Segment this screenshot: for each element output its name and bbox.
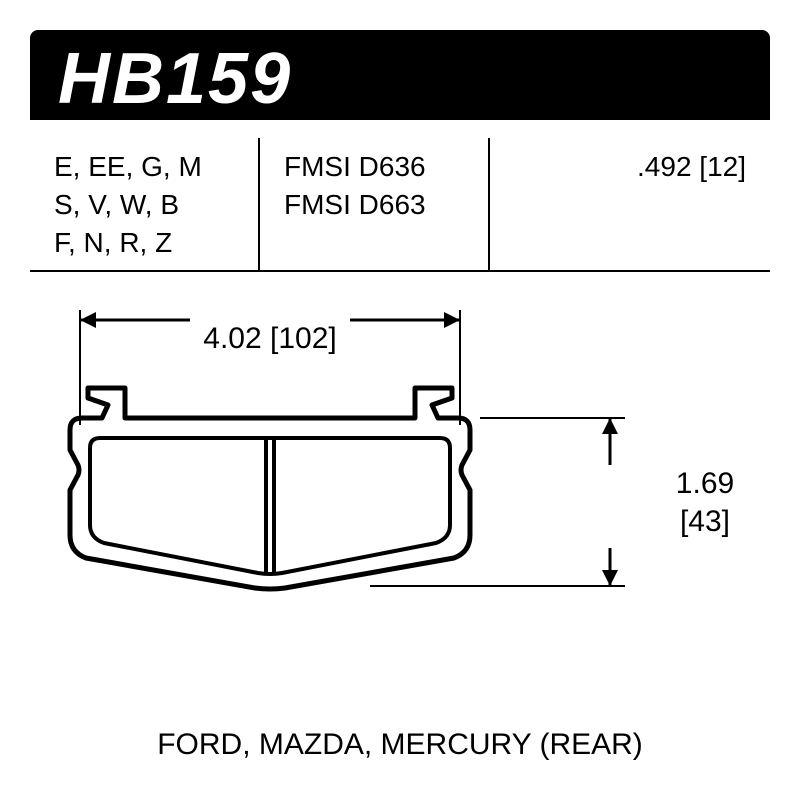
- diagram-area: 4.02 [102] 1: [30, 290, 770, 770]
- thickness-column: .492 [12]: [490, 138, 770, 271]
- height-in: 1.69: [650, 465, 760, 503]
- divider: [30, 270, 770, 272]
- part-number: HB159: [58, 38, 292, 120]
- codes-column: E, EE, G, M S, V, W, B F, N, R, Z: [30, 138, 260, 271]
- codes-line: F, N, R, Z: [54, 224, 234, 262]
- spec-row: E, EE, G, M S, V, W, B F, N, R, Z FMSI D…: [30, 138, 770, 271]
- fmsi-column: FMSI D636 FMSI D663: [260, 138, 490, 271]
- fmsi-line: FMSI D636: [284, 148, 464, 186]
- brake-pad-shape: [70, 388, 470, 589]
- codes-line: S, V, W, B: [54, 186, 234, 224]
- height-arrow: [370, 418, 625, 586]
- width-dimension-label: 4.02 [102]: [30, 322, 510, 356]
- fmsi-line: FMSI D663: [284, 186, 464, 224]
- thickness-value: .492 [12]: [514, 148, 746, 186]
- codes-line: E, EE, G, M: [54, 148, 234, 186]
- height-dimension-label: 1.69 [43]: [650, 465, 760, 540]
- application-text: FORD, MAZDA, MERCURY (REAR): [30, 728, 770, 762]
- height-mm: [43]: [650, 503, 760, 541]
